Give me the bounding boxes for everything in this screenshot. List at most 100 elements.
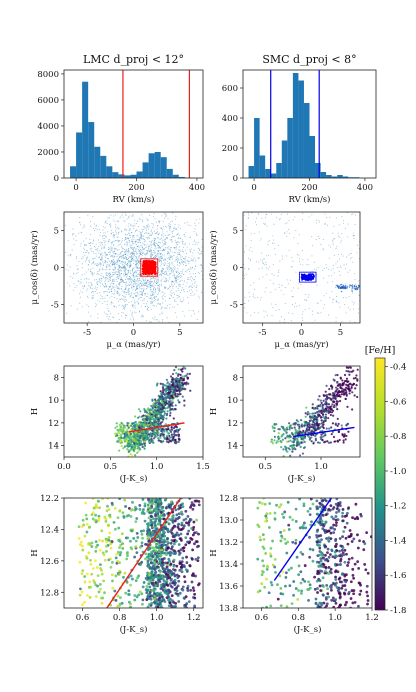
histogram-bar: [265, 169, 271, 178]
scatter-point: [61, 261, 62, 262]
scatter-point: [129, 229, 131, 231]
scatter-point: [176, 234, 178, 236]
scatter-point: [120, 256, 122, 258]
scatter-point: [144, 279, 146, 282]
scatter-point: [142, 228, 144, 230]
scatter-point: [190, 285, 192, 287]
scatter-point: [169, 307, 171, 309]
star-point: [155, 384, 159, 387]
star-point: [167, 400, 171, 403]
scatter-point: [164, 262, 166, 264]
selected-point: [145, 264, 148, 267]
scatter-point: [134, 248, 136, 250]
star-point: [117, 431, 120, 434]
scatter-point: [112, 316, 114, 318]
scatter-point: [127, 257, 130, 259]
scatter-point: [114, 253, 116, 255]
scatter-point: [142, 237, 144, 240]
scatter-point: [152, 216, 155, 218]
scatter-point: [271, 213, 273, 215]
scatter-point: [146, 288, 148, 290]
scatter-point: [179, 228, 181, 230]
scatter-point: [288, 220, 290, 222]
scatter-point: [248, 249, 250, 251]
star-point: [136, 447, 139, 450]
scatter-point: [149, 297, 152, 299]
scatter-point: [181, 275, 183, 277]
scatter-point: [349, 252, 351, 254]
scatter-point: [123, 257, 125, 259]
star-point: [167, 432, 171, 435]
scatter-point: [351, 286, 354, 288]
scatter-point: [118, 270, 120, 272]
scatter-point: [193, 230, 195, 233]
scatter-point: [121, 247, 123, 249]
scatter-point: [160, 269, 162, 271]
scatter-point: [112, 261, 114, 263]
scatter-point: [343, 264, 345, 266]
scatter-point: [128, 287, 130, 289]
scatter-point: [139, 260, 141, 262]
scatter-point: [128, 261, 131, 263]
scatter-point: [182, 269, 184, 271]
scatter-point: [299, 263, 302, 265]
scatter-point: [176, 259, 178, 261]
scatter-point: [92, 287, 94, 289]
scatter-point: [131, 258, 133, 260]
scatter-point: [115, 226, 117, 228]
scatter-point: [160, 260, 162, 262]
scatter-point: [82, 292, 84, 294]
scatter-point: [135, 270, 137, 272]
scatter-point: [119, 217, 121, 219]
scatter-point: [157, 220, 160, 222]
scatter-point: [131, 255, 133, 257]
y-tick-label: -5: [230, 301, 238, 311]
scatter-point: [119, 256, 121, 258]
scatter-point: [185, 285, 187, 287]
star-point: [157, 437, 160, 440]
scatter-point: [97, 265, 99, 267]
scatter-point: [152, 293, 154, 295]
scatter-point: [132, 317, 134, 319]
scatter-point: [138, 240, 140, 242]
scatter-point: [162, 239, 164, 241]
scatter-point: [161, 234, 163, 236]
scatter-point: [118, 240, 120, 242]
scatter-point: [134, 302, 136, 304]
scatter-point: [129, 275, 131, 277]
scatter-point: [137, 274, 139, 276]
scatter-point: [143, 283, 145, 285]
scatter-point: [121, 239, 123, 241]
scatter-point: [344, 286, 347, 289]
scatter-point: [262, 262, 264, 264]
scatter-point: [182, 243, 184, 245]
scatter-point: [115, 231, 117, 233]
scatter-point: [137, 260, 139, 262]
star-point: [118, 438, 121, 442]
selected-point: [309, 273, 312, 276]
star-point: [121, 432, 124, 435]
scatter-point: [135, 312, 137, 314]
scatter-point: [140, 253, 143, 256]
scatter-point: [259, 239, 261, 241]
scatter-point: [126, 264, 128, 266]
scatter-point: [135, 296, 137, 298]
scatter-point: [156, 247, 158, 249]
scatter-point: [106, 231, 108, 233]
scatter-point: [169, 276, 171, 278]
scatter-point: [133, 286, 135, 288]
scatter-point: [92, 257, 94, 259]
scatter-point: [138, 217, 140, 219]
scatter-point: [162, 249, 164, 252]
scatter-point: [139, 282, 141, 284]
scatter-point: [123, 270, 125, 272]
scatter-point: [302, 218, 304, 220]
scatter-point: [140, 284, 142, 286]
scatter-point: [133, 281, 135, 283]
star-point: [131, 422, 134, 425]
scatter-point: [156, 276, 158, 278]
star-point: [159, 403, 162, 406]
scatter-point: [79, 222, 81, 224]
scatter-point: [162, 302, 164, 304]
scatter-point: [130, 224, 132, 226]
